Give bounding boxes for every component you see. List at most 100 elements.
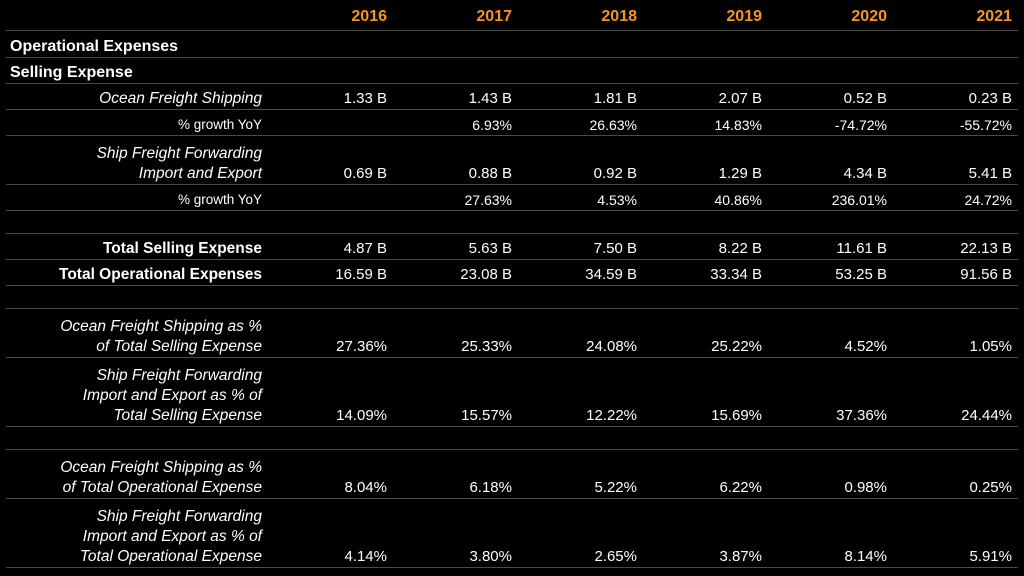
cell-value: 5.63 B xyxy=(393,233,518,260)
year-header: 2018 xyxy=(518,4,643,31)
cell-value: 24.44% xyxy=(893,357,1018,427)
row-label: % growth YoY xyxy=(6,184,268,211)
cell-value: 25.33% xyxy=(393,308,518,358)
cell-value: 2.65% xyxy=(518,498,643,568)
spacer-row xyxy=(6,285,1018,309)
cell-value: 12.22% xyxy=(518,357,643,427)
row-ship-freight-forwarding: Ship Freight Forwarding Import and Expor… xyxy=(6,135,1018,185)
cell-value: 8.22 B xyxy=(643,233,768,260)
cell-value: 5.91% xyxy=(893,498,1018,568)
cell-value: 25.22% xyxy=(643,308,768,358)
spacer-row xyxy=(6,426,1018,450)
row-label: Total Selling Expense xyxy=(6,233,268,260)
row-ship-freight-growth: % growth YoY 27.63% 4.53% 40.86% 236.01%… xyxy=(6,184,1018,211)
row-ship-pct-selling: Ship Freight Forwarding Import and Expor… xyxy=(6,357,1018,427)
row-ocean-freight-growth: % growth YoY 6.93% 26.63% 14.83% -74.72%… xyxy=(6,109,1018,136)
cell-value: 16.59 B xyxy=(268,259,393,286)
cell-value: 3.87% xyxy=(643,498,768,568)
cell-value: 4.52% xyxy=(768,308,893,358)
year-header: 2016 xyxy=(268,4,393,31)
cell-value: 91.56 B xyxy=(893,259,1018,286)
cell-value: 14.09% xyxy=(268,357,393,427)
label-line: Ship Freight Forwarding xyxy=(96,367,262,384)
cell-value xyxy=(268,184,393,211)
cell-value: 0.92 B xyxy=(518,135,643,185)
cell-value: 0.98% xyxy=(768,449,893,499)
label-line: Total Selling Expense xyxy=(113,407,263,424)
label-line: of Total Operational Expense xyxy=(62,479,262,496)
cell-value: 24.08% xyxy=(518,308,643,358)
cell-value: -74.72% xyxy=(768,109,893,136)
label-line: Ship Freight Forwarding xyxy=(96,145,262,162)
cell-value: 15.57% xyxy=(393,357,518,427)
row-label: Ocean Freight Shipping xyxy=(6,83,268,110)
label-line: Ocean Freight Shipping as % xyxy=(60,318,262,335)
row-label: Ocean Freight Shipping as % of Total Sel… xyxy=(6,308,268,358)
cell-value: 14.83% xyxy=(643,109,768,136)
row-label: % growth YoY xyxy=(6,109,268,136)
cell-value: -55.72% xyxy=(893,109,1018,136)
header-blank xyxy=(6,4,268,31)
row-ship-pct-operational: Ship Freight Forwarding Import and Expor… xyxy=(6,498,1018,568)
label-line: of Total Selling Expense xyxy=(96,338,262,355)
cell-value: 37.36% xyxy=(768,357,893,427)
cell-value: 0.69 B xyxy=(268,135,393,185)
row-total-selling-expense: Total Selling Expense 4.87 B 5.63 B 7.50… xyxy=(6,233,1018,260)
label-line: Import and Export as % of xyxy=(82,387,262,404)
cell-value: 5.22% xyxy=(518,449,643,499)
cell-value: 1.29 B xyxy=(643,135,768,185)
cell-value: 40.86% xyxy=(643,184,768,211)
row-label: Ship Freight Forwarding Import and Expor… xyxy=(6,357,268,427)
section-title: Selling Expense xyxy=(6,57,1018,84)
cell-value: 22.13 B xyxy=(893,233,1018,260)
cell-value: 4.34 B xyxy=(768,135,893,185)
year-header-row: 2016 2017 2018 2019 2020 2021 xyxy=(6,4,1018,31)
cell-value: 15.69% xyxy=(643,357,768,427)
cell-value: 27.63% xyxy=(393,184,518,211)
cell-value: 27.36% xyxy=(268,308,393,358)
row-ocean-freight-shipping: Ocean Freight Shipping 1.33 B 1.43 B 1.8… xyxy=(6,83,1018,110)
label-line: Import and Export xyxy=(138,165,262,182)
cell-value: 8.14% xyxy=(768,498,893,568)
row-ocean-pct-selling: Ocean Freight Shipping as % of Total Sel… xyxy=(6,308,1018,358)
cell-value: 8.04% xyxy=(268,449,393,499)
expense-table: 2016 2017 2018 2019 2020 2021 Operationa… xyxy=(6,4,1018,568)
cell-value: 4.87 B xyxy=(268,233,393,260)
section-operational-expenses: Operational Expenses xyxy=(6,30,1018,58)
row-label: Total Operational Expenses xyxy=(6,259,268,286)
row-total-operational-expenses: Total Operational Expenses 16.59 B 23.08… xyxy=(6,259,1018,286)
cell-value: 1.43 B xyxy=(393,83,518,110)
cell-value: 0.88 B xyxy=(393,135,518,185)
cell-value: 6.22% xyxy=(643,449,768,499)
cell-value: 53.25 B xyxy=(768,259,893,286)
cell-value: 24.72% xyxy=(893,184,1018,211)
row-label: Ship Freight Forwarding Import and Expor… xyxy=(6,135,268,185)
cell-value: 34.59 B xyxy=(518,259,643,286)
cell-value: 7.50 B xyxy=(518,233,643,260)
cell-value: 3.80% xyxy=(393,498,518,568)
row-label: Ship Freight Forwarding Import and Expor… xyxy=(6,498,268,568)
label-line: Ocean Freight Shipping as % xyxy=(60,459,262,476)
cell-value: 0.52 B xyxy=(768,83,893,110)
section-selling-expense: Selling Expense xyxy=(6,57,1018,84)
cell-value xyxy=(268,109,393,136)
cell-value: 26.63% xyxy=(518,109,643,136)
cell-value: 5.41 B xyxy=(893,135,1018,185)
label-line: Total Operational Expense xyxy=(79,548,262,565)
year-header: 2017 xyxy=(393,4,518,31)
cell-value: 4.53% xyxy=(518,184,643,211)
cell-value: 1.33 B xyxy=(268,83,393,110)
year-header: 2020 xyxy=(768,4,893,31)
year-header: 2019 xyxy=(643,4,768,31)
cell-value: 23.08 B xyxy=(393,259,518,286)
label-line: Import and Export as % of xyxy=(82,528,262,545)
cell-value: 33.34 B xyxy=(643,259,768,286)
cell-value: 0.23 B xyxy=(893,83,1018,110)
row-label: Ocean Freight Shipping as % of Total Ope… xyxy=(6,449,268,499)
cell-value: 11.61 B xyxy=(768,233,893,260)
cell-value: 2.07 B xyxy=(643,83,768,110)
cell-value: 4.14% xyxy=(268,498,393,568)
section-title: Operational Expenses xyxy=(6,30,1018,58)
cell-value: 1.81 B xyxy=(518,83,643,110)
cell-value: 6.93% xyxy=(393,109,518,136)
